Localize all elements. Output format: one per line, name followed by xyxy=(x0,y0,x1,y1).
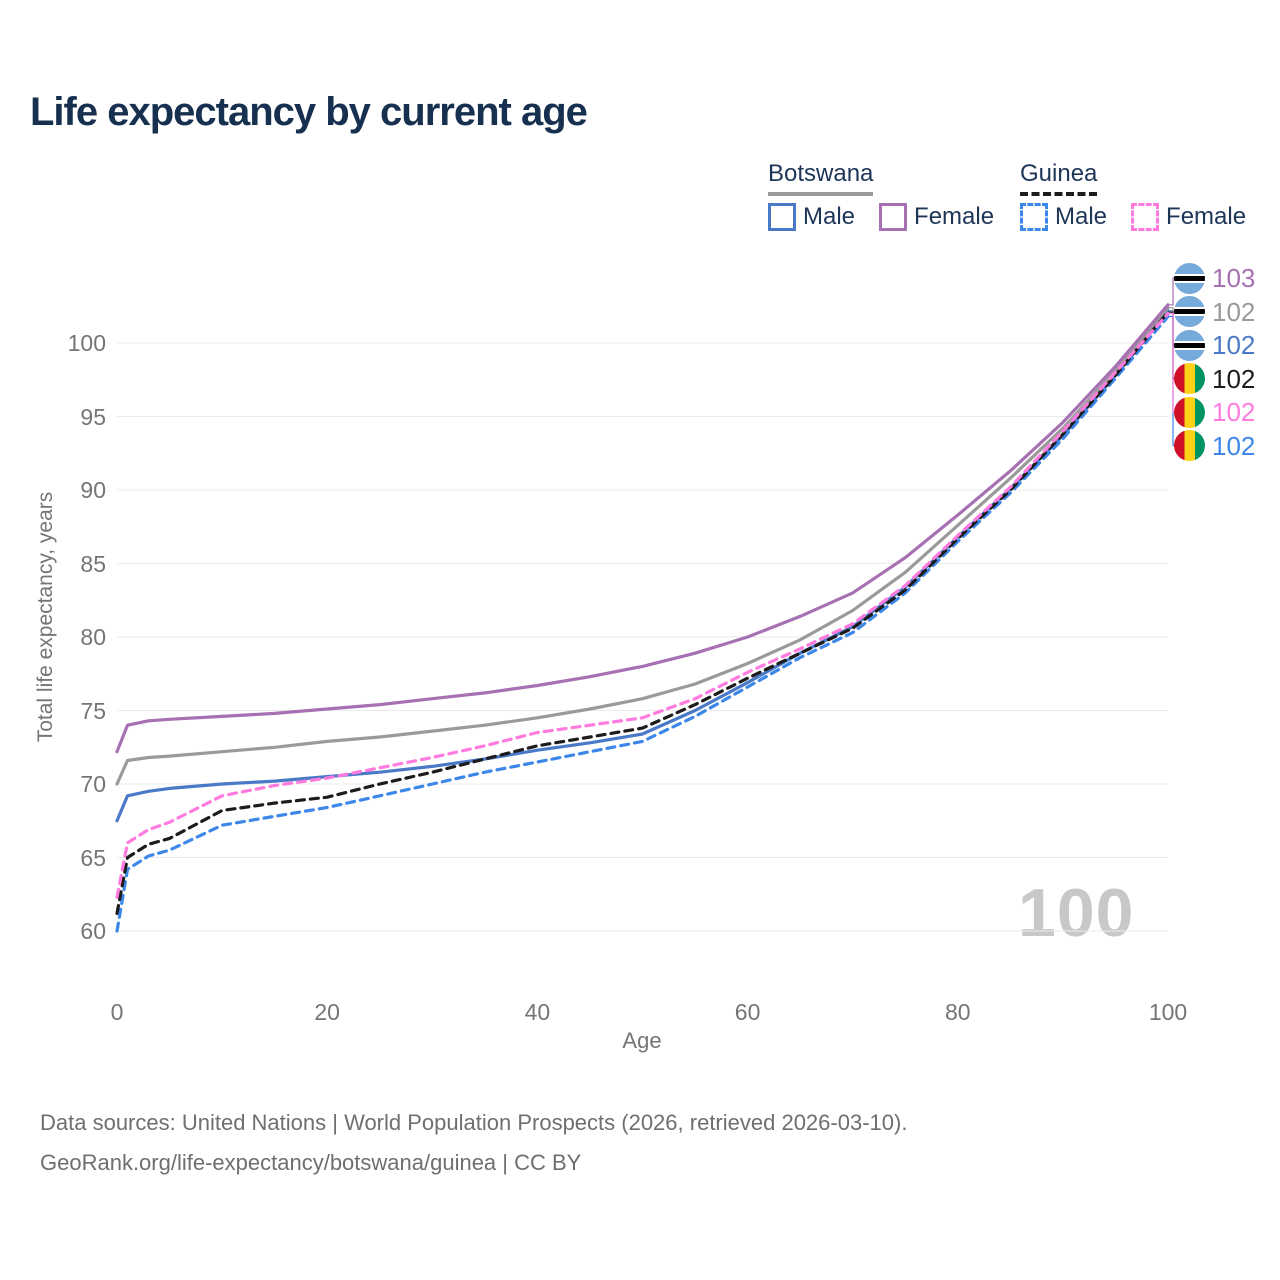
guinea-flag-icon xyxy=(1174,430,1205,461)
x-tick-20: 20 xyxy=(314,999,340,1025)
page-title: Life expectancy by current age xyxy=(30,90,588,134)
end-label-guinea-male: 102 xyxy=(1174,430,1255,462)
age-watermark: 100 xyxy=(1018,875,1135,951)
y-tick-65: 65 xyxy=(80,844,106,871)
x-tick-80: 80 xyxy=(945,999,971,1025)
legend-group-botswana: Botswana Male Female xyxy=(768,160,994,231)
end-value-guinea-female: 102 xyxy=(1212,397,1256,427)
series-line-guinea-all xyxy=(115,310,1170,916)
legend-item-botswana-male[interactable]: Male xyxy=(768,203,855,231)
x-tick-100: 100 xyxy=(1148,999,1188,1025)
legend-item-botswana-female[interactable]: Female xyxy=(879,203,994,231)
legend-country-guinea[interactable]: Guinea xyxy=(1020,160,1098,196)
legend-item-label: Female xyxy=(914,203,995,230)
end-label-botswana-all: 102 xyxy=(1174,296,1255,328)
y-tick-95: 95 xyxy=(80,403,106,430)
end-label-botswana-male: 102 xyxy=(1174,329,1255,361)
legend-item-guinea-male[interactable]: Male xyxy=(1020,203,1107,231)
y-tick-90: 90 xyxy=(80,477,106,503)
y-tick-100: 100 xyxy=(67,330,106,356)
guinea-flag-icon xyxy=(1174,363,1205,394)
end-value-botswana-male: 102 xyxy=(1212,330,1256,360)
y-tick-75: 75 xyxy=(80,697,106,724)
end-label-guinea-all: 102 xyxy=(1174,363,1255,395)
end-value-botswana-all: 102 xyxy=(1212,296,1256,327)
legend-item-guinea-female[interactable]: Female xyxy=(1131,203,1246,231)
end-value-guinea-male: 102 xyxy=(1212,430,1256,461)
footer-data-sources: Data sources: United Nations | World Pop… xyxy=(40,1110,908,1135)
guinea-female-swatch-icon xyxy=(1131,203,1160,231)
legend-item-label: Female xyxy=(1166,203,1247,230)
botswana-male-swatch-icon xyxy=(768,203,796,231)
botswana-female-swatch-icon xyxy=(879,203,908,231)
end-label-guinea-female: 102 xyxy=(1174,396,1255,428)
y-tick-70: 70 xyxy=(80,771,106,797)
end-value-botswana-female: 103 xyxy=(1212,263,1256,293)
end-value-guinea-all: 102 xyxy=(1212,363,1256,394)
x-axis-title: Age xyxy=(622,1028,662,1053)
y-tick-80: 80 xyxy=(80,624,106,650)
x-tick-0: 0 xyxy=(110,999,124,1025)
legend-group-guinea: Guinea Male Female xyxy=(1020,160,1246,231)
guinea-flag-icon xyxy=(1174,396,1205,428)
legend-item-label: Male xyxy=(1055,203,1108,230)
legend-country-botswana[interactable]: Botswana xyxy=(768,160,874,196)
series-line-botswana-all xyxy=(115,306,1170,786)
footer-attribution: GeoRank.org/life-expectancy/botswana/gui… xyxy=(40,1150,582,1175)
series-line-guinea-female xyxy=(115,312,1170,899)
legend-item-label: Male xyxy=(803,203,856,230)
botswana-flag-icon xyxy=(1174,296,1205,327)
series-line-botswana-male xyxy=(115,309,1170,823)
end-label-botswana-female: 103 xyxy=(1174,262,1255,294)
y-tick-60: 60 xyxy=(80,918,106,944)
x-tick-40: 40 xyxy=(524,999,551,1025)
guinea-male-swatch-icon xyxy=(1020,203,1048,231)
botswana-flag-icon xyxy=(1174,329,1205,361)
x-tick-60: 60 xyxy=(734,999,761,1025)
series-line-guinea-male xyxy=(115,314,1170,933)
botswana-flag-icon xyxy=(1174,262,1205,294)
y-tick-85: 85 xyxy=(80,550,106,577)
series-line-botswana-female xyxy=(115,303,1170,754)
